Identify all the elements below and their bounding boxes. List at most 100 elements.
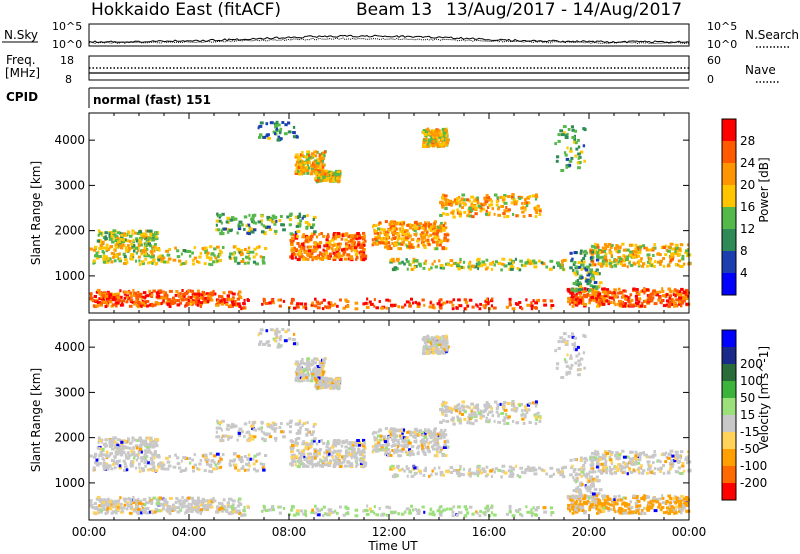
velocity-cell (92, 511, 96, 515)
power-cell (319, 257, 324, 261)
power-cell (155, 291, 158, 295)
power-cell (496, 196, 500, 200)
power-cell (138, 262, 142, 266)
power-cell (444, 247, 448, 251)
power-cell (491, 297, 494, 301)
velocity-cell (410, 504, 413, 508)
power-cell (681, 301, 684, 305)
power-cell (413, 259, 417, 263)
power-cell (403, 303, 407, 307)
power-cell (131, 244, 136, 248)
velocity-cell (296, 509, 300, 513)
power-cell (562, 131, 566, 135)
power-cell (426, 241, 430, 245)
power-cell (562, 125, 567, 129)
power-cell (128, 234, 133, 238)
power-cell (383, 233, 388, 237)
power-cell (100, 295, 103, 299)
power-cell (198, 255, 202, 259)
velocity-cell (217, 466, 221, 470)
power-colorbar-tick: 4 (740, 266, 748, 280)
power-cell (237, 292, 240, 296)
power-cell (324, 256, 327, 260)
power-cell (330, 172, 333, 175)
velocity-cell (569, 498, 573, 502)
power-cell (569, 266, 573, 270)
power-cell (231, 218, 235, 222)
velocity-cell (315, 442, 319, 446)
power-cell (398, 261, 402, 265)
power-cell (127, 230, 130, 234)
power-cell (585, 251, 589, 255)
power-cell (190, 302, 193, 306)
power-cell (464, 300, 469, 304)
power-cell (432, 232, 435, 236)
velocity-cell (89, 499, 93, 503)
power-cell (617, 249, 621, 253)
power-cell (179, 295, 183, 299)
velocity-cell (574, 507, 577, 511)
velocity-cell (607, 509, 611, 513)
power-cell (384, 220, 388, 224)
power-cell (603, 255, 608, 259)
power-cell (662, 304, 667, 308)
power-cell (385, 234, 388, 238)
velocity-cell (196, 467, 199, 471)
velocity-cell (243, 468, 247, 472)
velocity-cell (225, 510, 229, 513)
velocity-cell (145, 507, 150, 510)
power-cell (348, 240, 352, 244)
velocity-cell (104, 444, 108, 448)
velocity-cell (122, 459, 126, 463)
power-cell (664, 295, 668, 299)
power-cell (340, 237, 344, 241)
power-cell (512, 261, 515, 265)
power-cell (643, 288, 648, 292)
power-cell (430, 137, 434, 141)
power-cell (355, 249, 359, 253)
power-cell (355, 257, 358, 261)
velocity-cell (138, 438, 143, 442)
power-cell (228, 290, 232, 294)
power-cell (403, 221, 406, 225)
power-cell (413, 232, 418, 236)
power-cell (298, 252, 302, 256)
power-cell (586, 265, 590, 269)
power-cell (318, 155, 322, 159)
power-cell (125, 261, 129, 265)
velocity-cell (358, 443, 361, 447)
velocity-cell (262, 468, 266, 472)
power-cell (195, 293, 199, 297)
velocity-cell (127, 503, 131, 507)
power-cell (505, 215, 510, 218)
power-cell (597, 249, 602, 252)
power-cell (136, 297, 140, 301)
power-cell (591, 294, 595, 297)
power-cell (327, 257, 332, 260)
power-cell (591, 250, 595, 254)
power-cell (525, 298, 528, 302)
power-cell (349, 256, 354, 260)
power-cell (314, 304, 318, 308)
power-cell (515, 199, 519, 203)
power-cell (683, 294, 686, 298)
velocity-cell (194, 508, 199, 512)
power-cell (643, 291, 646, 295)
velocity-cell (191, 496, 194, 500)
velocity-cell (330, 454, 334, 458)
velocity-cell (137, 456, 140, 460)
velocity-cell (135, 446, 139, 450)
power-cell (132, 253, 135, 257)
power-cell (455, 200, 458, 203)
power-cell (355, 237, 359, 241)
power-cell (413, 223, 417, 227)
velocity-cell (388, 429, 392, 433)
power-cell (247, 261, 250, 265)
power-cell (503, 264, 508, 268)
velocity-cell (107, 467, 110, 471)
power-cell (535, 299, 540, 303)
power-cell (490, 199, 493, 203)
power-cell (230, 297, 234, 301)
velocity-cell (148, 443, 153, 447)
power-cell (147, 261, 150, 265)
